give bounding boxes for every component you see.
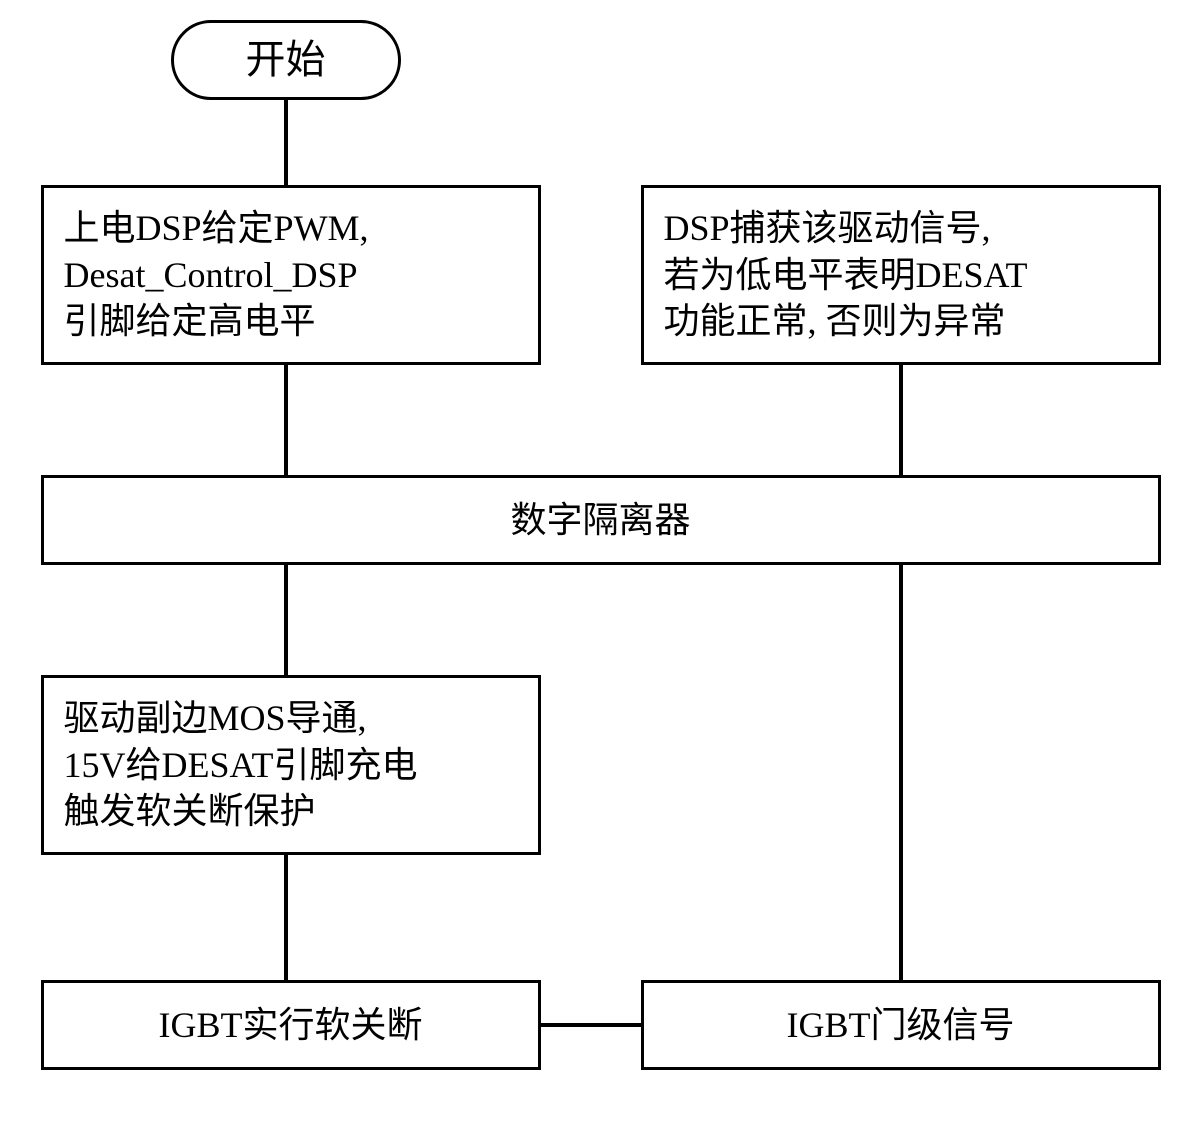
edge-n3-n4 — [284, 565, 288, 675]
node-n4: 驱动副边MOS导通,15V给DESAT引脚充电触发软关断保护 — [41, 675, 541, 855]
edge-n4-n5 — [284, 855, 288, 980]
flowchart-canvas: 开始 上电DSP给定PWM,Desat_Control_DSP引脚给定高电平 D… — [21, 20, 1171, 1100]
edge-n3-n6 — [899, 565, 903, 980]
node-n5: IGBT实行软关断 — [41, 980, 541, 1070]
node-n3-label: 数字隔离器 — [510, 497, 690, 544]
node-n6: IGBT门级信号 — [641, 980, 1161, 1070]
edge-n1-n3 — [284, 365, 288, 475]
edge-n5-n6 — [541, 1023, 641, 1027]
node-start-label: 开始 — [246, 34, 326, 86]
node-n3: 数字隔离器 — [41, 475, 1161, 565]
node-n2-label: DSP捕获该驱动信号,若为低电平表明DESAT功能正常, 否则为异常 — [664, 205, 1028, 345]
node-n1-label: 上电DSP给定PWM,Desat_Control_DSP引脚给定高电平 — [64, 205, 369, 345]
edge-n2-n3 — [899, 365, 903, 475]
node-n4-label: 驱动副边MOS导通,15V给DESAT引脚充电触发软关断保护 — [64, 695, 418, 835]
node-n5-label: IGBT实行软关断 — [159, 1002, 423, 1049]
edge-start-n1 — [284, 100, 288, 185]
node-start: 开始 — [171, 20, 401, 100]
node-n1: 上电DSP给定PWM,Desat_Control_DSP引脚给定高电平 — [41, 185, 541, 365]
node-n6-label: IGBT门级信号 — [787, 1002, 1015, 1049]
node-n2: DSP捕获该驱动信号,若为低电平表明DESAT功能正常, 否则为异常 — [641, 185, 1161, 365]
